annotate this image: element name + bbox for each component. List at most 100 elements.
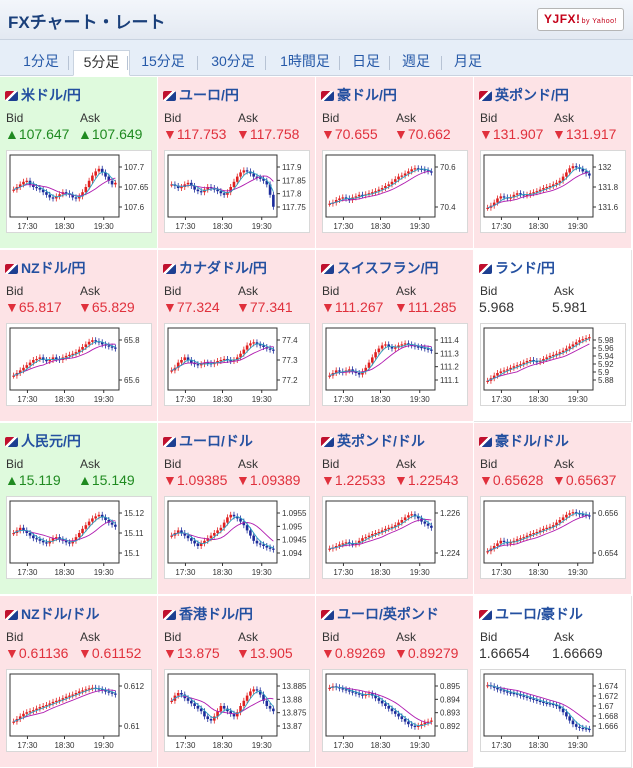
tab-1[interactable]: 5分足 [73,50,130,76]
candle-body [341,543,345,545]
pair-name[interactable]: 米ドル/円 [5,85,81,105]
candle-body [571,166,575,169]
rate-card[interactable]: ユーロ/ドル Bid Ask ▼1.09385 ▼1.09389 17:30 18:30 19… [158,423,316,595]
tab-5[interactable]: 日足 [352,53,380,69]
candle-body [574,512,578,514]
rate-card[interactable]: 英ポンド/ドル Bid Ask ▼1.22533 ▼1.22543 17:30 18:30 1… [316,423,474,595]
candle-body [110,522,114,525]
yjfx-logo[interactable]: YJFX!by Yahoo! [537,8,624,31]
pair-name[interactable]: 香港ドル/円 [163,604,253,624]
candle-body [51,538,55,541]
tab-7[interactable]: 月足 [454,53,482,69]
bid-value: ▼1.09385 [163,472,228,488]
y-tick-label: 111.2 [440,363,459,372]
pair-name[interactable]: 英ポンド/ドル [321,431,425,451]
tab-4[interactable]: 1時間足 [280,53,330,69]
rate-card[interactable]: 豪ドル/ドル Bid Ask ▼0.65628 ▼0.65637 17:30 18:30 19… [474,423,632,595]
pair-name[interactable]: ユーロ/豪ドル [479,604,583,624]
price-chart[interactable]: 17:30 18:30 19:30 132 131.8 131.6 [480,150,626,233]
bid-value: ▼0.65628 [479,472,544,488]
rate-card[interactable]: 英ポンド/円 Bid Ask ▼131.907 ▼131.917 17:30 18:30 19… [474,77,632,249]
candle-body [519,193,522,195]
candle-body [341,197,345,199]
rate-card[interactable]: NZドル/ドル Bid Ask ▼0.61136 ▼0.61152 17:30 18:30 1… [0,596,158,768]
price-chart[interactable]: 17:30 18:30 19:30 0.895 0.894 0.893 0.892 [322,669,468,752]
ask-label: Ask [396,111,417,125]
pair-name[interactable]: ユーロ/ドル [163,431,253,451]
price-chart[interactable]: 17:30 18:30 19:30 107.7 107.65 107.6 [6,150,152,233]
candle-body [104,517,107,520]
pair-name[interactable]: 人民元/円 [5,431,81,451]
candle-body [565,172,568,177]
price-chart[interactable]: 17:30 18:30 19:30 1.674 1.672 1.67 1.668 1.666 [480,669,626,752]
x-tick-label: 17:30 [17,568,38,577]
y-tick-label: 1.224 [440,549,461,558]
rate-card[interactable]: 豪ドル/円 Bid Ask ▼70.655 ▼70.662 17:30 18:30 19:30… [316,77,474,249]
chart-svg: 17:30 18:30 19:30 0.895 0.894 0.893 0.892 [325,673,461,750]
candle-body [206,187,210,190]
pair-name[interactable]: 豪ドル/円 [321,85,397,105]
tab-6[interactable]: 週足 [402,53,430,69]
price-chart[interactable]: 17:30 18:30 19:30 65.8 65.6 [6,323,152,406]
pair-name[interactable]: ユーロ/円 [163,85,239,105]
candle-body [384,703,387,706]
pair-name[interactable]: スイスフラン/円 [321,258,438,278]
price-chart[interactable]: 17:30 18:30 19:30 13.885 13.88 13.875 13.87 [164,669,310,752]
candle-body [226,708,229,712]
x-tick-label: 19:30 [410,568,431,577]
price-chart[interactable]: 17:30 18:30 19:30 5.98 5.96 5.94 5.92 5.9 5.88 [480,323,626,406]
price-chart[interactable]: 17:30 18:30 19:30 15.12 15.11 15.1 [6,496,152,579]
candle-body [114,524,117,527]
price-chart[interactable]: 17:30 18:30 19:30 1.226 1.224 [322,496,468,579]
pair-name[interactable]: 英ポンド/円 [479,85,569,105]
tab-3[interactable]: 30分足 [211,53,255,69]
x-tick-label: 17:30 [491,222,512,231]
pair-name[interactable]: NZドル/円 [5,258,86,278]
rate-card[interactable]: ユーロ/英ポンド Bid Ask ▼0.89269 ▼0.89279 17:30 18:30… [316,596,474,768]
price-chart[interactable]: 17:30 18:30 19:30 0.656 0.654 [480,496,626,579]
rate-card[interactable]: 米ドル/円 Bid Ask ▲107.647 ▲107.649 17:30 18:30 19:… [0,77,158,249]
price-chart[interactable]: 17:30 18:30 19:30 70.6 70.4 [322,150,468,233]
candle-body [71,194,75,198]
candle-body [229,187,233,193]
candle-body [100,168,104,173]
price-chart[interactable]: 17:30 18:30 19:30 0.612 0.61 [6,669,152,752]
rate-card[interactable]: ユーロ/円 Bid Ask ▼117.753 ▼117.758 17:30 18:30 19:… [158,77,316,249]
pair-name[interactable]: ユーロ/英ポンド [321,604,439,624]
ma-long-line [13,177,116,197]
candle-body [268,348,272,350]
y-tick-label: 1.0955 [282,509,307,518]
rate-card[interactable]: カナダドル/円 Bid Ask ▼77.324 ▼77.341 17:30 18:30 19:… [158,250,316,422]
y-tick-label: 77.4 [282,336,298,345]
candle-body [216,361,219,363]
tab-2[interactable]: 15分足 [141,53,185,69]
pair-name[interactable]: NZドル/ドル [5,604,100,624]
tab-0[interactable]: 1分足 [23,53,59,69]
rate-card[interactable]: ランド/円 Bid Ask 5.968 5.981 17:30 18:30 19:30 5.98… [474,250,632,422]
candle-body [416,346,420,348]
rate-card[interactable]: ユーロ/豪ドル Bid Ask 1.66654 1.66669 17:30 18:30 19:… [474,596,632,768]
pair-name[interactable]: カナダドル/円 [163,258,267,278]
rate-card[interactable]: NZドル/円 Bid Ask ▼65.817 ▼65.829 17:30 18:30 19:3… [0,250,158,422]
pair-name[interactable]: ランド/円 [479,258,555,278]
price-chart[interactable]: 17:30 18:30 19:30 117.9 117.85 117.8 117.75 [164,150,310,233]
x-tick-label: 19:30 [252,741,273,750]
pair-name[interactable]: 豪ドル/ドル [479,431,569,451]
candle-body [176,530,180,533]
price-chart[interactable]: 17:30 18:30 19:30 111.4 111.3 111.2 111.1 [322,323,468,406]
candle-body [555,182,558,185]
rate-card[interactable]: 人民元/円 Bid Ask ▲15.119 ▲15.149 17:30 18:30 19:30… [0,423,158,595]
candle-body [545,702,549,705]
price-chart[interactable]: 17:30 18:30 19:30 1.0955 1.095 1.0945 1.094 [164,496,310,579]
y-tick-label: 1.094 [282,549,303,558]
candle-body [265,180,269,185]
price-chart[interactable]: 17:30 18:30 19:30 77.4 77.3 77.2 [164,323,310,406]
candle-body [351,369,354,372]
rate-card[interactable]: スイスフラン/円 Bid Ask ▼111.267 ▼111.285 17:30 18:30… [316,250,474,422]
candle-body [239,706,242,713]
y-tick-label: 1.674 [598,682,619,691]
candle-body [486,207,489,209]
candle-body [416,168,420,170]
bid-label: Bid [164,284,182,298]
rate-card[interactable]: 香港ドル/円 Bid Ask ▼13.875 ▼13.905 17:30 18:30 19:3… [158,596,316,768]
